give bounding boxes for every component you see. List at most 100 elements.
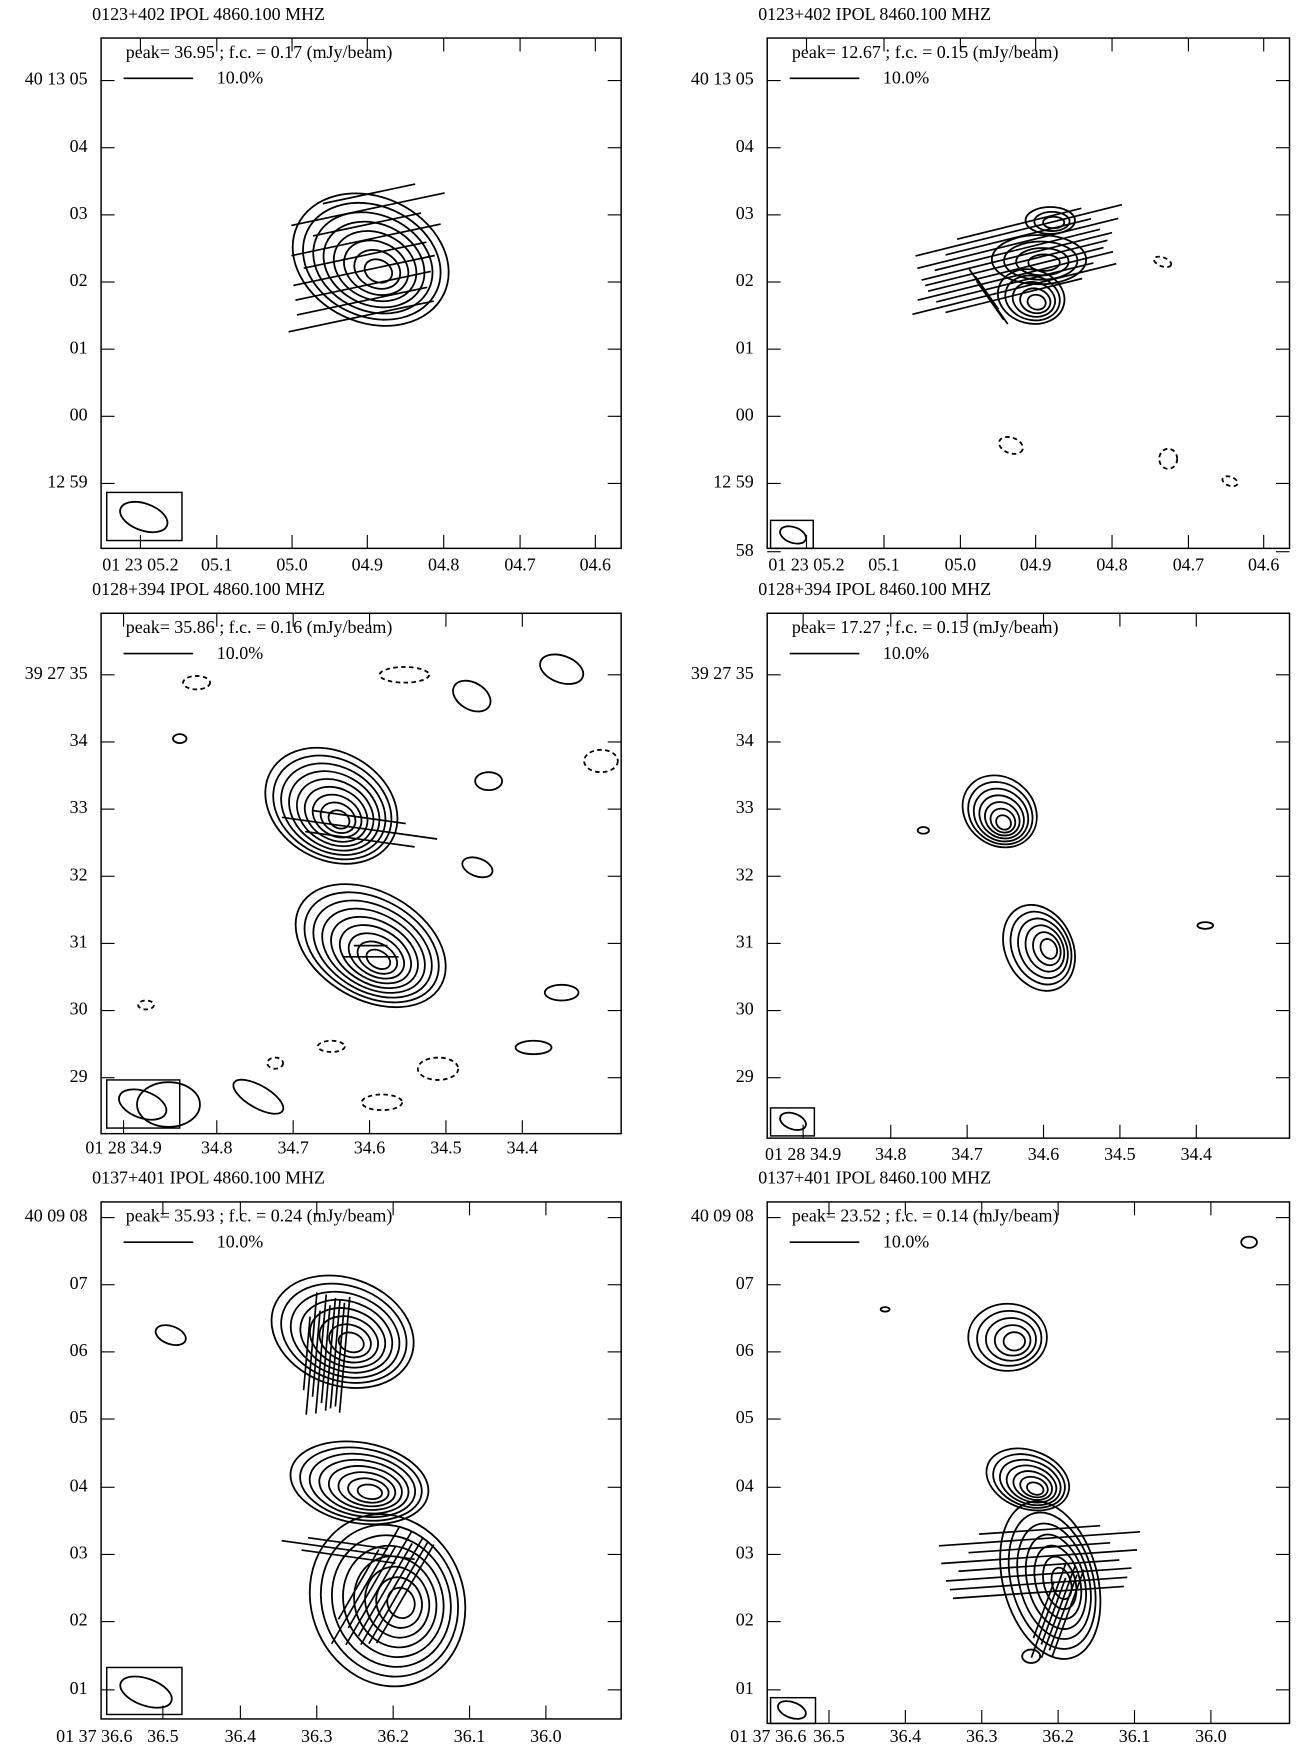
contour bbox=[881, 1307, 890, 1311]
y-tick-label: 12 59 bbox=[47, 472, 87, 492]
negative-contour bbox=[380, 667, 429, 683]
x-tick-label: 04.6 bbox=[580, 554, 611, 574]
y-tick-label: 32 bbox=[70, 864, 88, 884]
negative-contour bbox=[318, 1041, 345, 1052]
polarization-vector bbox=[969, 269, 1008, 324]
contour bbox=[228, 1073, 288, 1120]
x-tick-label: 36.3 bbox=[301, 1726, 332, 1746]
y-tick-label: 06 bbox=[70, 1340, 88, 1360]
contour bbox=[341, 1545, 449, 1659]
y-tick-label: 02 bbox=[736, 270, 754, 290]
contour bbox=[284, 181, 460, 341]
polarization-vector bbox=[922, 233, 1112, 280]
beam-box bbox=[771, 1108, 815, 1136]
y-tick-label: 04 bbox=[736, 136, 754, 156]
x-tick-label: 34.6 bbox=[1028, 1144, 1059, 1164]
beam bbox=[116, 1670, 176, 1714]
x-tick-label: 04.7 bbox=[504, 554, 535, 574]
peak-legend: peak= 12.67 ; f.c. = 0.15 (mJy/beam) bbox=[792, 42, 1059, 63]
figure: 0123+402 IPOL 4860.100 MHZpeak= 36.95 ; … bbox=[0, 0, 1303, 1757]
panel-title: 0137+401 IPOL 4860.100 MHZ bbox=[92, 1168, 325, 1188]
y-tick-label: 00 bbox=[736, 404, 754, 424]
y-tick-label: 40 09 08 bbox=[25, 1206, 88, 1226]
x-tick-label: 04.9 bbox=[1020, 554, 1051, 574]
x-tick-label: 36.2 bbox=[377, 1726, 408, 1746]
contour bbox=[955, 769, 1045, 857]
y-tick-label: 34 bbox=[736, 730, 754, 750]
panel-title: 0137+401 IPOL 8460.100 MHZ bbox=[758, 1168, 991, 1188]
polarization-vector bbox=[917, 218, 1118, 268]
y-tick-label: 06 bbox=[736, 1340, 754, 1360]
x-tick-label: 34.8 bbox=[875, 1144, 906, 1164]
x-tick-label: 01 28 34.9 bbox=[85, 1137, 161, 1157]
x-tick-label: 05.0 bbox=[945, 554, 976, 574]
contour bbox=[460, 854, 496, 882]
polarization-vector bbox=[936, 263, 1093, 302]
peak-legend: peak= 17.27 ; f.c. = 0.15 (mJy/beam) bbox=[792, 617, 1059, 638]
y-tick-label: 31 bbox=[736, 932, 754, 952]
y-tick-label: 40 13 05 bbox=[691, 69, 754, 89]
y-tick-label: 05 bbox=[736, 1407, 754, 1427]
contour bbox=[990, 893, 1089, 1003]
x-tick-label: 36.5 bbox=[147, 1726, 178, 1746]
contour bbox=[244, 725, 419, 887]
polarization-vector bbox=[293, 256, 434, 286]
scale-label: 10.0% bbox=[217, 643, 263, 663]
polarization-vector bbox=[308, 1538, 388, 1549]
x-tick-label: 01 23 05.2 bbox=[102, 554, 178, 574]
y-tick-label: 01 bbox=[736, 337, 754, 357]
beam bbox=[778, 523, 809, 547]
polarization-vector bbox=[1042, 1566, 1076, 1658]
y-tick-label: 02 bbox=[736, 1610, 754, 1630]
contour bbox=[1004, 1332, 1025, 1350]
x-tick-label: 36.5 bbox=[813, 1726, 844, 1746]
contour bbox=[475, 772, 502, 790]
peak-legend: peak= 36.95 ; f.c. = 0.17 (mJy/beam) bbox=[126, 42, 393, 63]
y-tick-label: 04 bbox=[70, 1475, 88, 1495]
contour bbox=[314, 1518, 470, 1683]
x-tick-label: 36.2 bbox=[1042, 1726, 1073, 1746]
contour bbox=[315, 796, 361, 839]
polarization-vector bbox=[918, 252, 1113, 301]
contour bbox=[264, 745, 402, 873]
scale-label: 10.0% bbox=[883, 1231, 929, 1251]
contour bbox=[545, 985, 579, 1001]
y-tick-label: 02 bbox=[70, 270, 88, 290]
y-tick-label: 01 bbox=[70, 337, 88, 357]
polarization-vector bbox=[323, 184, 415, 204]
y-tick-label: 03 bbox=[736, 203, 754, 223]
y-tick-label: 29 bbox=[70, 1066, 88, 1086]
y-tick-label: 02 bbox=[70, 1610, 88, 1630]
contour bbox=[346, 1475, 390, 1505]
x-tick-label: 36.4 bbox=[890, 1726, 921, 1746]
y-tick-label: 03 bbox=[70, 203, 88, 223]
polarization-vector bbox=[946, 279, 1083, 313]
y-tick-label: 29 bbox=[736, 1066, 754, 1086]
negative-contour bbox=[418, 1058, 458, 1080]
x-tick-label: 05.1 bbox=[868, 554, 899, 574]
contour bbox=[516, 1041, 552, 1054]
x-tick-label: 05.0 bbox=[276, 554, 307, 574]
y-tick-label: 58 bbox=[736, 540, 754, 560]
beam bbox=[115, 1084, 171, 1126]
negative-contour bbox=[183, 676, 210, 689]
x-tick-label: 36.0 bbox=[530, 1726, 561, 1746]
x-tick-label: 05.1 bbox=[201, 554, 232, 574]
y-tick-label: 30 bbox=[70, 999, 88, 1019]
y-tick-label: 40 09 08 bbox=[691, 1206, 754, 1226]
peak-legend: peak= 35.86 ; f.c. = 0.16 (mJy/beam) bbox=[126, 617, 393, 638]
contour bbox=[254, 735, 410, 880]
x-tick-label: 04.8 bbox=[428, 554, 459, 574]
y-tick-label: 07 bbox=[70, 1273, 88, 1293]
y-tick-label: 01 bbox=[70, 1678, 88, 1698]
y-tick-label: 01 bbox=[736, 1678, 754, 1698]
frame bbox=[767, 38, 1289, 548]
x-tick-label: 04.9 bbox=[352, 554, 383, 574]
x-tick-label: 04.6 bbox=[1248, 554, 1279, 574]
panel-title: 0123+402 IPOL 8460.100 MHZ bbox=[758, 4, 991, 24]
contour bbox=[448, 674, 496, 717]
y-tick-label: 33 bbox=[736, 797, 754, 817]
beam bbox=[116, 496, 172, 538]
polarization-vector bbox=[313, 213, 421, 236]
x-tick-label: 34.7 bbox=[951, 1144, 982, 1164]
